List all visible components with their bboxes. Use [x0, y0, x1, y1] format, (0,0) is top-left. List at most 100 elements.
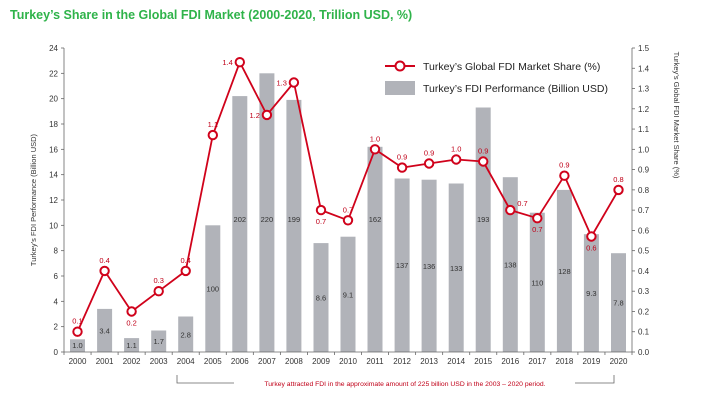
legend-bar-swatch	[385, 81, 415, 95]
bar	[232, 96, 248, 352]
share-value-label: 1.1	[208, 120, 218, 129]
bar	[421, 179, 437, 352]
y-tick-label-right: 0.3	[638, 287, 650, 296]
y-tick-label-right: 1.5	[638, 44, 650, 53]
x-tick-label: 2020	[610, 357, 628, 366]
bar	[97, 308, 113, 352]
bar-value-label: 138	[504, 261, 517, 270]
bar-value-label: 137	[396, 261, 409, 270]
bar	[259, 73, 275, 353]
share-value-label: 0.3	[153, 276, 163, 285]
bar-value-label: 1.1	[126, 341, 136, 350]
bar	[124, 338, 140, 352]
share-value-label: 0.9	[397, 153, 407, 162]
y-tick-label-right: 0.7	[638, 206, 650, 215]
share-value-label: 1.4	[222, 58, 232, 67]
y-tick-label-left: 24	[49, 44, 58, 53]
share-value-label: 0.2	[126, 319, 136, 328]
share-point	[451, 154, 462, 165]
y-tick-label-left: 8	[54, 247, 59, 256]
bar	[611, 253, 626, 352]
y-tick-label-right: 0.0	[638, 348, 650, 357]
y-tick-label-right: 0.6	[638, 226, 650, 235]
y-tick-label-left: 22	[49, 69, 58, 78]
share-point	[505, 204, 516, 216]
share-point	[478, 156, 489, 167]
share-value-label: 0.7	[343, 205, 353, 214]
y-axis-label-left: Turkey’s FDI Performance (Billion USD)	[29, 133, 38, 266]
bar-value-label: 202	[234, 215, 247, 224]
bar-value-label: 1.0	[72, 341, 82, 350]
x-tick-label: 2007	[258, 357, 276, 366]
bar	[205, 225, 221, 352]
x-tick-label: 2009	[312, 357, 330, 366]
share-value-label: 0.9	[559, 161, 569, 170]
bar	[394, 178, 410, 352]
x-tick-label: 2014	[447, 357, 465, 366]
share-value-label: 1.0	[370, 134, 380, 143]
y-tick-label-right: 1.1	[638, 125, 650, 134]
bar	[340, 236, 356, 352]
bar-value-label: 133	[450, 264, 463, 273]
x-tick-label: 2005	[204, 357, 222, 366]
bar-value-label: 162	[369, 215, 382, 224]
share-point	[153, 286, 164, 297]
y-tick-label-left: 12	[49, 196, 58, 205]
legend-circle-marker	[394, 60, 406, 72]
bar-value-label: 128	[558, 267, 571, 276]
y-tick-label-left: 0	[54, 348, 59, 357]
y-tick-label-left: 6	[54, 272, 59, 281]
line-layer	[72, 57, 624, 337]
y-tick-label-left: 10	[49, 221, 58, 230]
x-tick-label: 2016	[501, 357, 519, 366]
share-value-label: 0.9	[478, 147, 488, 156]
bar	[556, 189, 572, 352]
bar	[583, 234, 599, 352]
share-point	[234, 57, 246, 68]
bar-value-label: 199	[288, 215, 301, 224]
x-tick-label: 2002	[123, 357, 141, 366]
y-tick-label-right: 0.2	[638, 308, 650, 317]
x-tick-label: 2019	[583, 357, 601, 366]
bar	[151, 330, 167, 352]
share-value-label: 1.3	[276, 79, 286, 88]
bar	[178, 316, 194, 352]
bar-value-label: 2.8	[180, 330, 190, 339]
x-tick-label: 2003	[150, 357, 168, 366]
x-tick-label: 2015	[474, 357, 492, 366]
share-point	[586, 231, 597, 242]
annotation-text: Turkey attracted FDI in the approximate …	[264, 381, 545, 388]
y-tick-label-right: 1.2	[638, 105, 650, 114]
y-tick-label-right: 0.1	[638, 328, 650, 337]
share-point	[288, 77, 300, 88]
share-point	[559, 170, 570, 181]
y-tick-label-right: 0.5	[638, 247, 650, 256]
share-point	[532, 213, 543, 224]
y-tick-label-right: 1.4	[638, 64, 650, 73]
bar-value-label: 193	[477, 215, 490, 224]
bar	[313, 243, 329, 352]
share-point	[396, 162, 408, 173]
x-tick-label: 2006	[231, 357, 249, 366]
x-tick-label: 2004	[177, 357, 195, 366]
share-value-label: 0.7	[316, 217, 326, 226]
share-value-label: 1.2	[249, 111, 259, 120]
legend: Turkey’s Global FDI Market Share (%) Tur…	[385, 60, 608, 95]
share-point	[423, 158, 435, 169]
share-value-label: 0.8	[613, 175, 623, 184]
bar-value-label: 136	[423, 262, 436, 271]
y-tick-label-left: 18	[49, 120, 58, 129]
annotation-bracket	[176, 375, 615, 384]
y-tick-label-left: 20	[49, 95, 58, 104]
chart-title: Turkey’s Share in the Global FDI Market …	[10, 8, 413, 22]
y-tick-label-right: 0.4	[638, 267, 650, 276]
y-axis-label-right: Turkey’s Global FDI Market Share (%)	[672, 52, 681, 179]
y-tick-label-right: 1.3	[638, 85, 650, 94]
y-tick-label-left: 4	[54, 297, 59, 306]
share-point	[126, 306, 137, 317]
y-tick-label-left: 14	[49, 171, 58, 180]
bar	[70, 339, 85, 352]
y-tick-label-left: 2	[54, 323, 59, 332]
bar-value-label: 3.4	[99, 327, 109, 336]
x-tick-label: 2018	[556, 357, 574, 366]
